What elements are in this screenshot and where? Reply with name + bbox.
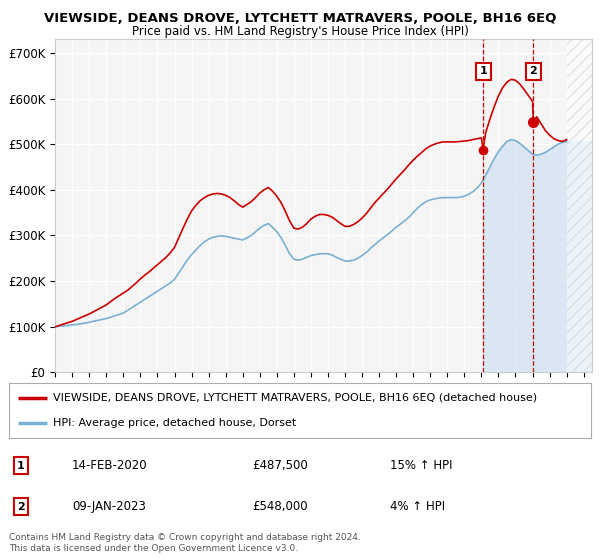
Text: HPI: Average price, detached house, Dorset: HPI: Average price, detached house, Dors… bbox=[53, 418, 296, 428]
Text: 1: 1 bbox=[17, 461, 25, 471]
Text: 4% ↑ HPI: 4% ↑ HPI bbox=[390, 500, 445, 514]
Text: VIEWSIDE, DEANS DROVE, LYTCHETT MATRAVERS, POOLE, BH16 6EQ: VIEWSIDE, DEANS DROVE, LYTCHETT MATRAVER… bbox=[44, 12, 556, 25]
Text: 14-FEB-2020: 14-FEB-2020 bbox=[72, 459, 148, 473]
Text: VIEWSIDE, DEANS DROVE, LYTCHETT MATRAVERS, POOLE, BH16 6EQ (detached house): VIEWSIDE, DEANS DROVE, LYTCHETT MATRAVER… bbox=[53, 393, 537, 403]
Text: £548,000: £548,000 bbox=[252, 500, 308, 514]
Text: 1: 1 bbox=[479, 66, 487, 76]
Text: 2: 2 bbox=[17, 502, 25, 512]
Text: 2: 2 bbox=[530, 66, 537, 76]
Text: Price paid vs. HM Land Registry's House Price Index (HPI): Price paid vs. HM Land Registry's House … bbox=[131, 25, 469, 38]
Text: 09-JAN-2023: 09-JAN-2023 bbox=[72, 500, 146, 514]
Text: 15% ↑ HPI: 15% ↑ HPI bbox=[390, 459, 452, 473]
Text: £487,500: £487,500 bbox=[252, 459, 308, 473]
Text: Contains HM Land Registry data © Crown copyright and database right 2024.
This d: Contains HM Land Registry data © Crown c… bbox=[9, 533, 361, 553]
